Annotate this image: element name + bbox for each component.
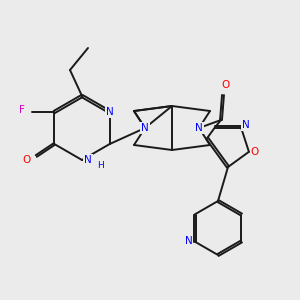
Text: N: N <box>185 236 193 247</box>
Text: O: O <box>251 147 259 157</box>
Text: N: N <box>106 107 114 117</box>
Text: O: O <box>221 80 229 90</box>
Text: N: N <box>141 123 149 133</box>
Text: F: F <box>19 105 25 115</box>
Text: N: N <box>195 123 203 133</box>
Text: N: N <box>242 120 250 130</box>
Text: O: O <box>22 155 30 165</box>
Text: H: H <box>97 160 104 169</box>
Text: N: N <box>84 155 92 165</box>
